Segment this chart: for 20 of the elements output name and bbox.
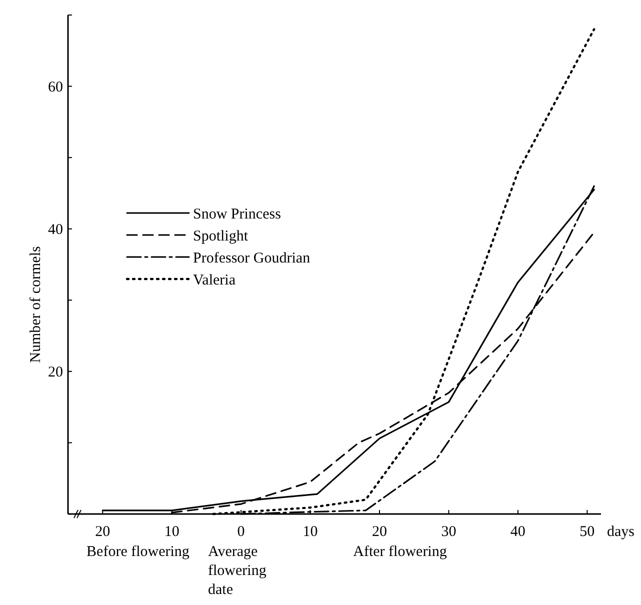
x-tick-label: 10 bbox=[302, 524, 318, 540]
x-tick-label: 10 bbox=[164, 524, 180, 540]
x-axis-title: days bbox=[607, 524, 635, 540]
text: After flowering bbox=[353, 544, 448, 560]
x-tick-label: 0 bbox=[237, 524, 245, 540]
y-tick-label: 60 bbox=[48, 80, 63, 96]
x-tick-label: 40 bbox=[510, 524, 526, 540]
legend-label: Professor Goudrian bbox=[193, 250, 311, 266]
x-tick-label: 20 bbox=[372, 524, 387, 540]
legend-label: Valeria bbox=[193, 272, 236, 288]
y-axis-title: Number of cormels bbox=[28, 246, 44, 363]
text: Average flowering date bbox=[208, 544, 267, 598]
legend-label: Snow Princess bbox=[193, 206, 282, 222]
y-tick-label: 20 bbox=[48, 364, 63, 381]
x-tick-label: 20 bbox=[95, 524, 110, 540]
x-tick-label: 50 bbox=[580, 524, 595, 540]
y-tick-label: 40 bbox=[48, 222, 63, 238]
legend-label: Spotlight bbox=[193, 228, 249, 244]
text: Before flowering bbox=[86, 544, 190, 560]
x-tick-label: 30 bbox=[441, 524, 456, 540]
